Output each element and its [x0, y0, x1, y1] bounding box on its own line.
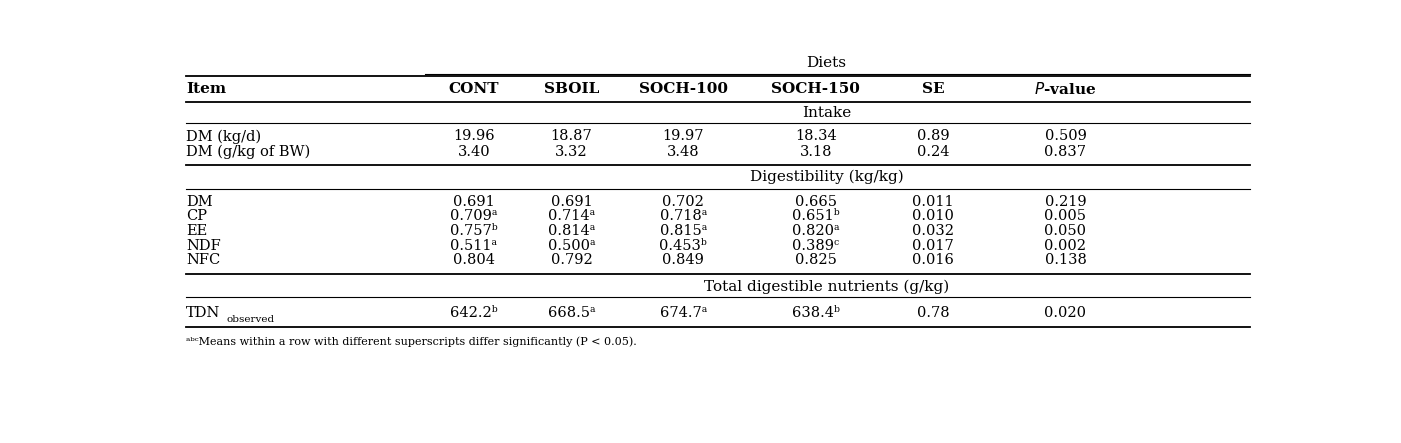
- Text: 0.219: 0.219: [1045, 195, 1086, 209]
- Text: 0.500ᵃ: 0.500ᵃ: [548, 239, 595, 253]
- Text: 0.815ᵃ: 0.815ᵃ: [660, 224, 708, 238]
- Text: 18.87: 18.87: [551, 129, 593, 144]
- Text: 0.825: 0.825: [794, 253, 836, 267]
- Text: 0.138: 0.138: [1045, 253, 1086, 267]
- Text: 0.017: 0.017: [912, 239, 954, 253]
- Text: 0.814ᵃ: 0.814ᵃ: [548, 224, 595, 238]
- Text: 3.40: 3.40: [457, 145, 490, 159]
- Text: SOCH-100: SOCH-100: [639, 82, 727, 96]
- Text: observed: observed: [226, 315, 275, 324]
- Text: 668.5ᵃ: 668.5ᵃ: [548, 306, 595, 320]
- Text: 0.820ᵃ: 0.820ᵃ: [792, 224, 839, 238]
- Text: Digestibility (kg/kg): Digestibility (kg/kg): [750, 170, 904, 184]
- Text: 19.97: 19.97: [663, 129, 705, 144]
- Text: 0.389ᶜ: 0.389ᶜ: [792, 239, 839, 253]
- Text: DM: DM: [186, 195, 213, 209]
- Text: 0.718ᵃ: 0.718ᵃ: [660, 210, 708, 223]
- Text: 19.96: 19.96: [453, 129, 495, 144]
- Text: 0.709ᵃ: 0.709ᵃ: [450, 210, 497, 223]
- Text: 0.010: 0.010: [912, 210, 954, 223]
- Text: 0.020: 0.020: [1045, 306, 1086, 320]
- Text: Diets: Diets: [807, 56, 846, 70]
- Text: DM (g/kg of BW): DM (g/kg of BW): [186, 144, 310, 159]
- Text: CONT: CONT: [448, 82, 499, 96]
- Text: 0.78: 0.78: [916, 306, 950, 320]
- Text: 0.691: 0.691: [453, 195, 495, 209]
- Text: SOCH-150: SOCH-150: [772, 82, 860, 96]
- Text: 0.032: 0.032: [912, 224, 954, 238]
- Text: 0.804: 0.804: [453, 253, 495, 267]
- Text: 0.011: 0.011: [912, 195, 954, 209]
- Text: 0.509: 0.509: [1045, 129, 1086, 144]
- Text: SE: SE: [922, 82, 944, 96]
- Text: 3.18: 3.18: [800, 145, 832, 159]
- Text: TDN: TDN: [186, 306, 220, 320]
- Text: DM (kg/d): DM (kg/d): [186, 129, 261, 144]
- Text: Total digestible nutrients (g/kg): Total digestible nutrients (g/kg): [703, 279, 950, 294]
- Text: $\mathit{P}$-value: $\mathit{P}$-value: [1034, 82, 1097, 97]
- Text: Item: Item: [186, 82, 226, 96]
- Text: 0.002: 0.002: [1045, 239, 1086, 253]
- Text: 0.691: 0.691: [551, 195, 593, 209]
- Text: 3.32: 3.32: [555, 145, 588, 159]
- Text: 0.016: 0.016: [912, 253, 954, 267]
- Text: 0.89: 0.89: [916, 129, 950, 144]
- Text: 0.714ᵃ: 0.714ᵃ: [548, 210, 595, 223]
- Text: 0.837: 0.837: [1045, 145, 1086, 159]
- Text: SBOIL: SBOIL: [544, 82, 600, 96]
- Text: 0.849: 0.849: [663, 253, 705, 267]
- Text: ᵃᵇᶜMeans within a row with different superscripts differ significantly (P < 0.05: ᵃᵇᶜMeans within a row with different sup…: [186, 337, 636, 347]
- Text: 0.651ᵇ: 0.651ᵇ: [792, 210, 839, 223]
- Text: 0.050: 0.050: [1045, 224, 1086, 238]
- Text: 0.005: 0.005: [1045, 210, 1086, 223]
- Text: 0.792: 0.792: [551, 253, 593, 267]
- Text: EE: EE: [186, 224, 207, 238]
- Text: 674.7ᵃ: 674.7ᵃ: [660, 306, 708, 320]
- Text: 642.2ᵇ: 642.2ᵇ: [450, 306, 497, 320]
- Text: NDF: NDF: [186, 239, 221, 253]
- Text: 0.757ᵇ: 0.757ᵇ: [450, 224, 497, 238]
- Text: 3.48: 3.48: [667, 145, 699, 159]
- Text: 0.453ᵇ: 0.453ᵇ: [660, 239, 708, 253]
- Text: 0.511ᵃ: 0.511ᵃ: [450, 239, 497, 253]
- Text: CP: CP: [186, 210, 207, 223]
- Text: 638.4ᵇ: 638.4ᵇ: [792, 306, 839, 320]
- Text: Intake: Intake: [801, 106, 852, 120]
- Text: NFC: NFC: [186, 253, 220, 267]
- Text: 0.24: 0.24: [916, 145, 950, 159]
- Text: 0.702: 0.702: [663, 195, 705, 209]
- Text: 18.34: 18.34: [794, 129, 836, 144]
- Text: 0.665: 0.665: [794, 195, 836, 209]
